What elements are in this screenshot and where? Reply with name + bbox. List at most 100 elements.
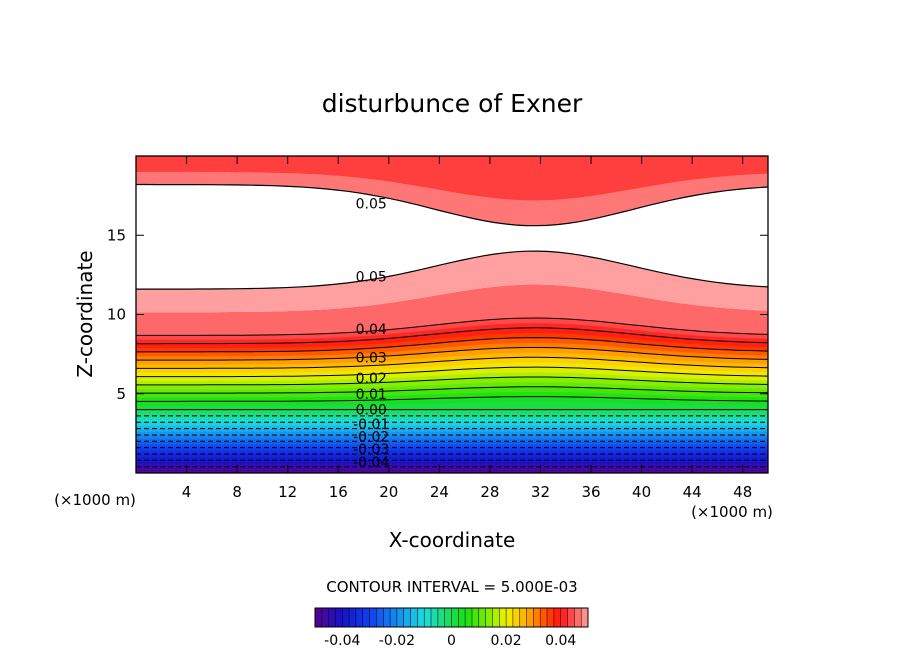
x-tick-label: 8 xyxy=(232,483,242,501)
colorbar-segment xyxy=(478,608,486,627)
contour-label: 0.02 xyxy=(356,371,387,387)
x-axis-label: X-coordinate xyxy=(389,528,516,552)
colorbar-tick-label: -0.02 xyxy=(379,633,415,649)
colorbar-segment xyxy=(335,608,343,627)
y-unit-label: (×1000 m) xyxy=(54,491,136,509)
contour-band xyxy=(136,284,768,336)
colorbar-tick-label: 0 xyxy=(447,633,456,649)
x-unit-label: (×1000 m) xyxy=(691,503,773,521)
contour-label: 0.03 xyxy=(356,350,387,366)
colorbar-segment xyxy=(369,608,377,627)
colorbar-segment xyxy=(553,608,561,627)
contour-label: 0.05 xyxy=(356,197,387,213)
colorbar-segment xyxy=(403,608,411,627)
contour-line xyxy=(136,183,768,227)
colorbar-segment xyxy=(321,608,329,627)
colorbar-segment xyxy=(458,608,466,627)
colorbar-segment xyxy=(424,608,432,627)
colorbar-segment xyxy=(390,608,398,627)
contour-band xyxy=(136,251,768,313)
contour-line xyxy=(136,347,768,361)
colorbar-segment xyxy=(355,608,363,627)
contour-label: 0.01 xyxy=(356,387,387,403)
colorbar-segment xyxy=(472,608,480,627)
colorbar-tick-labels: -0.04 -0.02 0 0.02 0.04 xyxy=(324,633,576,649)
colorbar-segment xyxy=(485,608,493,627)
y-tick-label: 10 xyxy=(107,306,126,324)
contour-fill xyxy=(136,156,768,473)
contour-label: -0.04 xyxy=(353,455,389,471)
contour-line xyxy=(136,376,768,386)
colorbar-segment xyxy=(492,608,500,627)
colorbar-frame xyxy=(314,607,589,628)
contour-line xyxy=(136,327,768,345)
contour-line xyxy=(136,396,768,402)
colorbar-segment xyxy=(417,608,425,627)
contour-label: -0.01 xyxy=(353,417,389,433)
x-tick-label: 48 xyxy=(733,483,752,501)
colorbar-tick-label: -0.04 xyxy=(324,633,360,649)
x-tick-label: 32 xyxy=(531,483,550,501)
x-axis-ticks: 4 8 12 16 20 24 28 32 36 40 44 48 xyxy=(182,156,752,501)
colorbar-segment xyxy=(533,608,541,627)
contour-interval-text: CONTOUR INTERVAL = 5.000E-03 xyxy=(326,578,577,596)
x-tick-label: 28 xyxy=(480,483,499,501)
colorbar-segment xyxy=(465,608,473,627)
contour-labels: 0.050.050.040.030.020.010.00-0.01-0.02-0… xyxy=(353,197,389,471)
colorbar-segment xyxy=(451,608,459,627)
x-tick-label: 4 xyxy=(182,483,192,501)
contour-line xyxy=(136,366,768,378)
x-tick-label: 20 xyxy=(379,483,398,501)
colorbar-segment xyxy=(315,608,323,627)
contour-line xyxy=(136,250,768,290)
colorbar-segment xyxy=(437,608,445,627)
colorbar-segment xyxy=(362,608,370,627)
contour-band xyxy=(136,156,768,201)
colorbar-segment xyxy=(349,608,357,627)
x-tick-label: 24 xyxy=(430,483,449,501)
colorbar-segment xyxy=(540,608,548,627)
y-tick-label: 5 xyxy=(116,385,126,403)
colorbar-segment xyxy=(506,608,514,627)
colorbar-segment xyxy=(410,608,418,627)
colorbar-tick-label: 0.02 xyxy=(491,633,522,649)
chart-title: disturbunce of Exner xyxy=(322,89,583,118)
contour-label: 0.00 xyxy=(356,403,387,419)
y-axis-ticks: 5 10 15 xyxy=(107,226,768,403)
contour-line xyxy=(136,356,768,369)
colorbar xyxy=(314,608,589,627)
colorbar-segment xyxy=(431,608,439,627)
contour-label: -0.03 xyxy=(353,442,389,458)
contour-line xyxy=(136,386,768,394)
colorbar-segment xyxy=(444,608,452,627)
y-axis-label: Z-coordinate xyxy=(73,250,97,377)
x-tick-label: 16 xyxy=(329,483,348,501)
colorbar-segment xyxy=(526,608,534,627)
contour-label: 0.05 xyxy=(356,269,387,285)
colorbar-segment xyxy=(328,608,336,627)
y-tick-label: 15 xyxy=(107,226,126,244)
colorbar-segment xyxy=(581,608,589,627)
contour-label: 0.04 xyxy=(356,322,387,338)
colorbar-segment xyxy=(376,608,384,627)
x-tick-label: 36 xyxy=(581,483,600,501)
contour-line xyxy=(136,337,768,353)
colorbar-segment xyxy=(396,608,404,627)
x-tick-label: 12 xyxy=(278,483,297,501)
x-tick-label: 44 xyxy=(683,483,702,501)
contour-label: -0.02 xyxy=(353,430,389,446)
colorbar-segment xyxy=(342,608,350,627)
colorbar-segment xyxy=(547,608,555,627)
colorbar-segment xyxy=(574,608,582,627)
colorbar-segment xyxy=(512,608,520,627)
colorbar-segment xyxy=(519,608,527,627)
x-tick-label: 40 xyxy=(632,483,651,501)
colorbar-segment xyxy=(567,608,575,627)
colorbar-segment xyxy=(383,608,391,627)
colorbar-tick-label: 0.04 xyxy=(545,633,576,649)
contour-lines xyxy=(136,183,768,468)
contour-line xyxy=(136,317,768,336)
colorbar-segment xyxy=(560,608,568,627)
colorbar-segment xyxy=(499,608,507,627)
